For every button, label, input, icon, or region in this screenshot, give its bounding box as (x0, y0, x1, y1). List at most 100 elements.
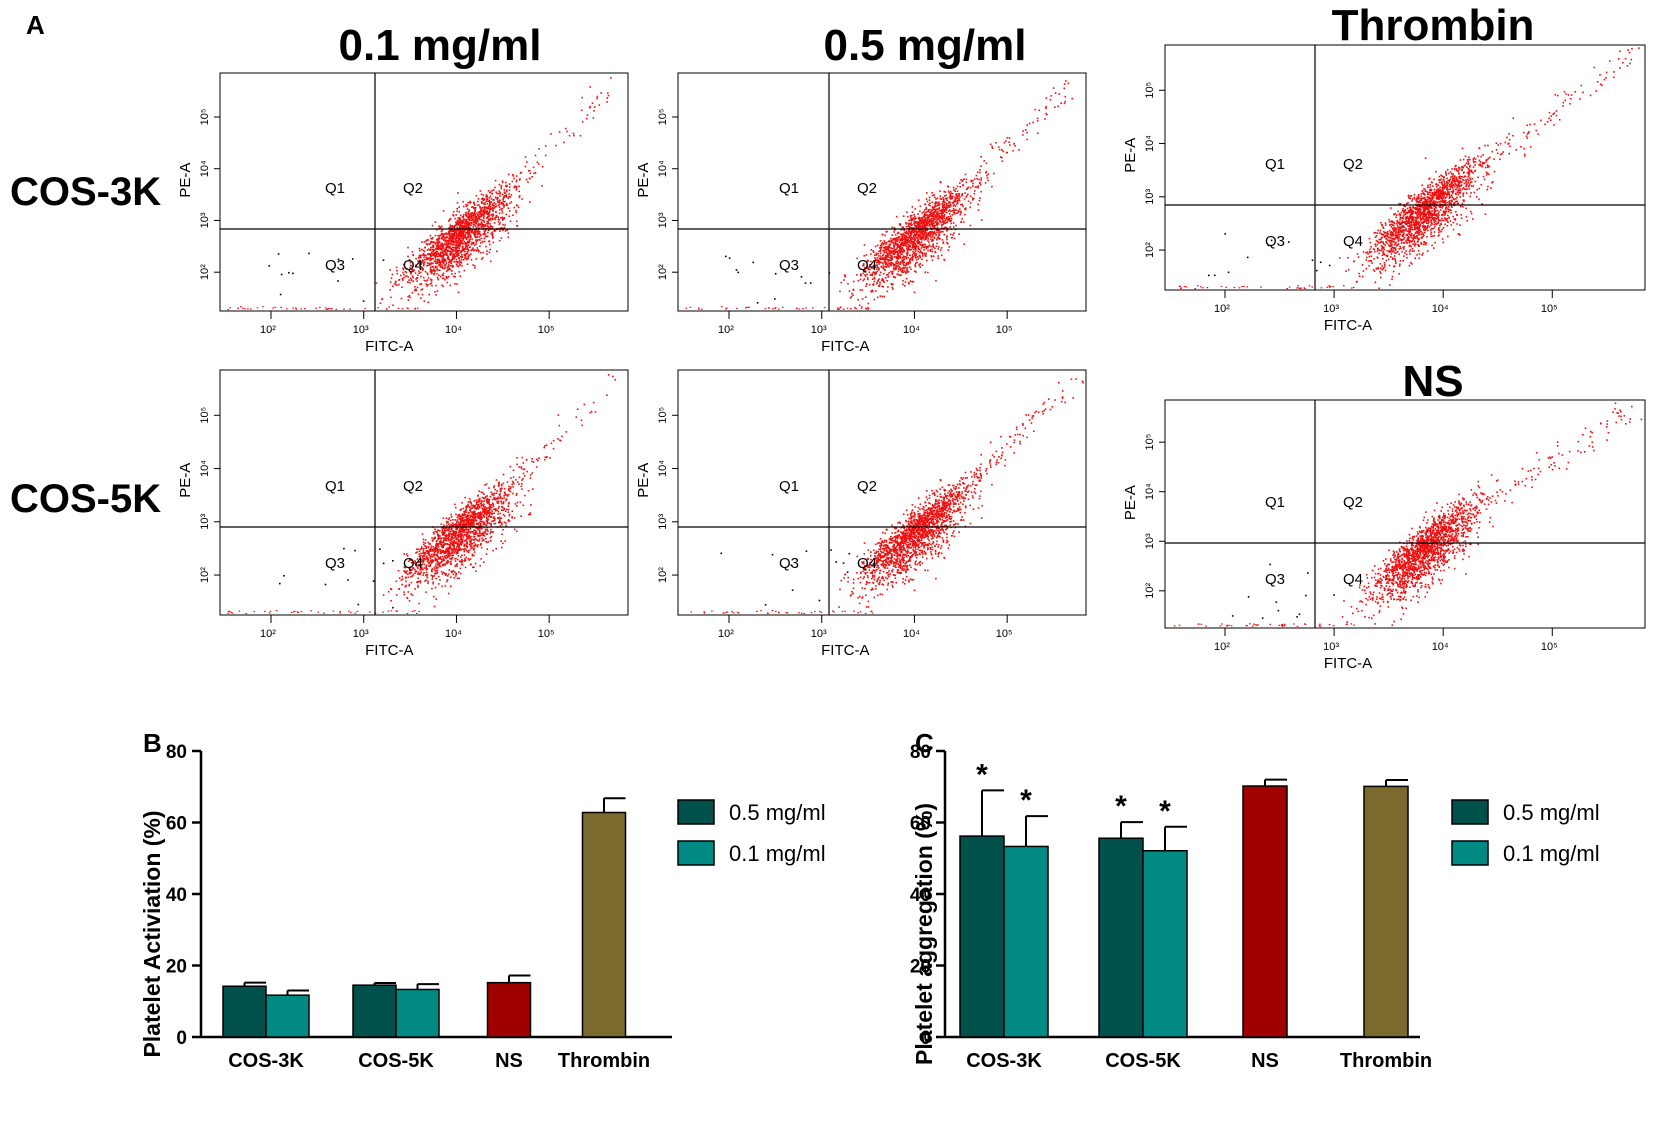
flow-event-dot (1044, 118, 1046, 120)
flow-event-dot (1436, 195, 1438, 197)
flow-event-dot (919, 210, 921, 213)
flow-event-dot (479, 233, 481, 236)
flow-event-dot (923, 222, 925, 225)
flow-event-dot (1384, 234, 1387, 237)
flow-event-dot (1368, 260, 1370, 262)
flow-event-dot (507, 197, 510, 199)
flow-event-dot (588, 106, 591, 109)
flow-event-dot (953, 200, 956, 203)
flow-event-dot (443, 254, 445, 256)
flow-event-dot (437, 253, 439, 255)
flow-event-dot (1448, 185, 1451, 188)
flow-event-dot (473, 249, 475, 251)
flow-event-dot (973, 178, 976, 180)
flow-event-dot (876, 282, 878, 285)
flow-event-dot (1449, 220, 1452, 222)
flow-event-dot (495, 215, 497, 217)
flow-event-dot (963, 243, 965, 245)
flow-event-dot (467, 235, 469, 237)
flow-event-dot (812, 307, 814, 309)
flow-event-dot (1459, 180, 1462, 183)
flow-event-dot (1412, 212, 1414, 215)
flow-event-dot (444, 266, 446, 269)
flow-event-dot (942, 227, 944, 230)
flow-event-dot (1446, 194, 1448, 196)
flow-event-dot (483, 233, 485, 235)
flow-event-dot (1424, 241, 1426, 244)
flow-event-dot (905, 223, 908, 225)
flow-event-dot (433, 268, 435, 270)
flow-event-dot (1412, 206, 1414, 208)
flow-event-dot (934, 209, 937, 211)
flow-event-dot (1400, 242, 1403, 244)
flow-event-dot (411, 291, 414, 294)
flow-event-dot (930, 218, 932, 220)
flow-event-dot (468, 232, 471, 234)
flow-event-dot (945, 226, 948, 229)
flow-event-dot (497, 204, 500, 207)
flow-event-dot (972, 182, 974, 185)
flow-event-dot (500, 217, 502, 219)
flow-event-dot (440, 234, 443, 236)
flow-event-dot (917, 223, 920, 226)
flow-event-dot (1428, 221, 1430, 223)
flow-event-dot (866, 273, 868, 276)
flow-event-dot (903, 236, 906, 239)
flow-event-dot (483, 215, 485, 218)
flow-event-dot (436, 272, 438, 275)
flow-event-dot (911, 242, 914, 245)
flow-event-dot (876, 268, 878, 271)
flow-event-dot (471, 230, 474, 233)
flow-event-dot (943, 220, 946, 223)
flow-event-dot (479, 206, 481, 208)
flow-event-dot (486, 253, 488, 255)
flow-event-dot (863, 278, 865, 280)
flow-event-dot (1408, 219, 1410, 221)
flow-event-dot (475, 239, 477, 241)
flow-event-dot (425, 283, 428, 285)
flow-event-dot (432, 266, 435, 268)
flow-event-dot (447, 247, 450, 249)
flow-event-dot (1523, 147, 1525, 150)
flow-event-dot (465, 236, 468, 239)
flow-event-dot (1453, 198, 1456, 201)
flow-event-dot (489, 191, 492, 193)
flow-event-dot (1423, 193, 1425, 195)
flow-event-dot (929, 213, 932, 215)
flow-event-dot (1386, 232, 1388, 234)
flow-event-dot (432, 254, 434, 257)
flow-event-dot (417, 270, 420, 272)
flow-event-dot (1474, 169, 1477, 172)
flow-event-dot (1450, 190, 1453, 193)
flow-event-dot (903, 242, 905, 245)
flow-event-dot (277, 253, 280, 255)
flow-event-dot (1441, 199, 1444, 201)
flow-event-dot (949, 215, 952, 218)
flow-event-dot (914, 265, 917, 268)
flow-event-dot (1491, 181, 1493, 184)
flow-event-dot (872, 283, 874, 286)
flow-event-dot (882, 255, 884, 257)
flow-event-dot (1451, 168, 1453, 170)
flow-event-dot (441, 274, 444, 276)
flow-event-dot (453, 257, 455, 260)
flow-event-dot (1478, 147, 1480, 149)
flow-event-dot (493, 230, 495, 232)
flow-event-dot (923, 221, 926, 223)
flow-event-dot (480, 258, 483, 261)
flow-event-dot (288, 271, 290, 274)
flow-event-dot (941, 217, 943, 220)
flow-event-dot (941, 221, 944, 223)
flow-event-dot (989, 143, 992, 146)
flow-event-dot (467, 234, 470, 236)
flow-event-dot (1474, 158, 1477, 160)
flow-event-dot (445, 239, 448, 242)
flow-event-dot (1383, 265, 1386, 268)
flow-event-dot (442, 234, 445, 236)
flow-event-dot (430, 282, 433, 284)
flow-event-dot (881, 242, 884, 244)
flow-event-dot (421, 288, 424, 290)
flow-event-dot (592, 117, 595, 119)
flow-event-dot (932, 221, 935, 223)
flow-event-dot (1428, 215, 1430, 217)
